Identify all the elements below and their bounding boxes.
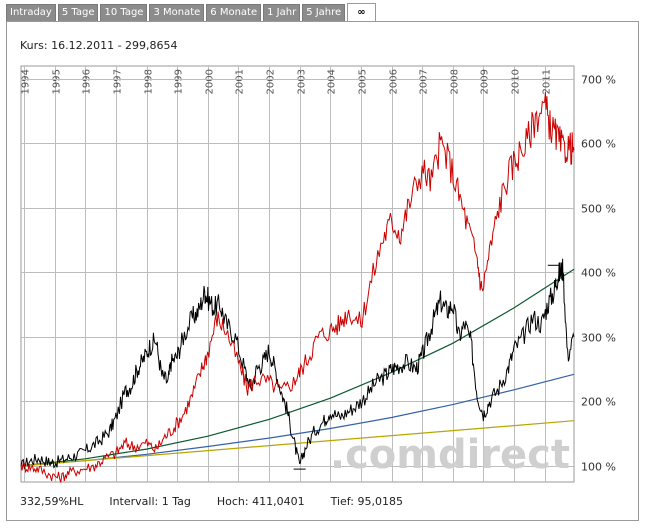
x-tick-label-1995: 1995 — [52, 69, 63, 94]
x-tick-label-2010: 2010 — [511, 69, 522, 94]
y-tick-label-300: 300 % — [581, 332, 616, 345]
x-tick-label-2001: 2001 — [235, 69, 246, 94]
y-tick-label-400: 400 % — [581, 267, 616, 280]
y-tick-label-700: 700 % — [581, 74, 616, 87]
change-percent: 332,59%HL — [20, 495, 84, 508]
high-value: Hoch: 411,0401 — [216, 495, 305, 508]
x-tick-label-1998: 1998 — [144, 69, 155, 94]
watermark: .comdirect — [330, 432, 570, 478]
x-tick-label-2005: 2005 — [358, 69, 369, 94]
x-tick-label-2009: 2009 — [480, 69, 491, 94]
trend-line-blue — [20, 373, 575, 467]
x-tick-label-1996: 1996 — [82, 69, 93, 94]
tab-6-monate[interactable]: 6 Monate — [206, 4, 262, 21]
tab-10-tage[interactable]: 10 Tage — [100, 4, 148, 21]
tab-intraday[interactable]: Intraday — [6, 4, 56, 21]
x-tick-label-2002: 2002 — [266, 69, 277, 94]
series-line-red — [20, 92, 575, 483]
x-tick-label-1999: 1999 — [174, 69, 185, 94]
x-tick-label-2004: 2004 — [327, 69, 338, 94]
tab-5-tage[interactable]: 5 Tage — [57, 4, 99, 21]
x-tick-label-2003: 2003 — [297, 69, 308, 94]
tab-3-monate[interactable]: 3 Monate — [149, 4, 205, 21]
x-tick-label-2006: 2006 — [389, 69, 400, 94]
series-line-black — [20, 258, 575, 470]
y-tick-label-100: 100 % — [581, 461, 616, 474]
period-tabs: Intraday 5 Tage 10 Tage 3 Monate 6 Monat… — [6, 3, 378, 23]
y-tick-label-500: 500 % — [581, 203, 616, 216]
x-tick-label-1997: 1997 — [113, 69, 124, 94]
x-tick-label-1994: 1994 — [21, 69, 32, 94]
x-tick-label-2008: 2008 — [450, 69, 461, 94]
kurs-label: Kurs: 16.12.2011 - 299,8654 — [20, 39, 178, 52]
trend-line-yellow — [20, 420, 575, 467]
tab-1-jahr[interactable]: 1 Jahr — [263, 4, 301, 21]
x-tick-label-2011: 2011 — [542, 69, 553, 94]
plot-area — [20, 65, 575, 483]
x-tick-label-2007: 2007 — [419, 69, 430, 94]
chart-footer: 332,59%HL Intervall: 1 Tag Hoch: 411,040… — [20, 495, 429, 508]
interval-label: Intervall: 1 Tag — [109, 495, 191, 508]
tab-5-jahre[interactable]: 5 Jahre — [302, 4, 346, 21]
x-tick-label-2000: 2000 — [205, 69, 216, 94]
y-tick-label-200: 200 % — [581, 396, 616, 409]
y-tick-label-600: 600 % — [581, 138, 616, 151]
low-value: Tief: 95,0185 — [330, 495, 403, 508]
